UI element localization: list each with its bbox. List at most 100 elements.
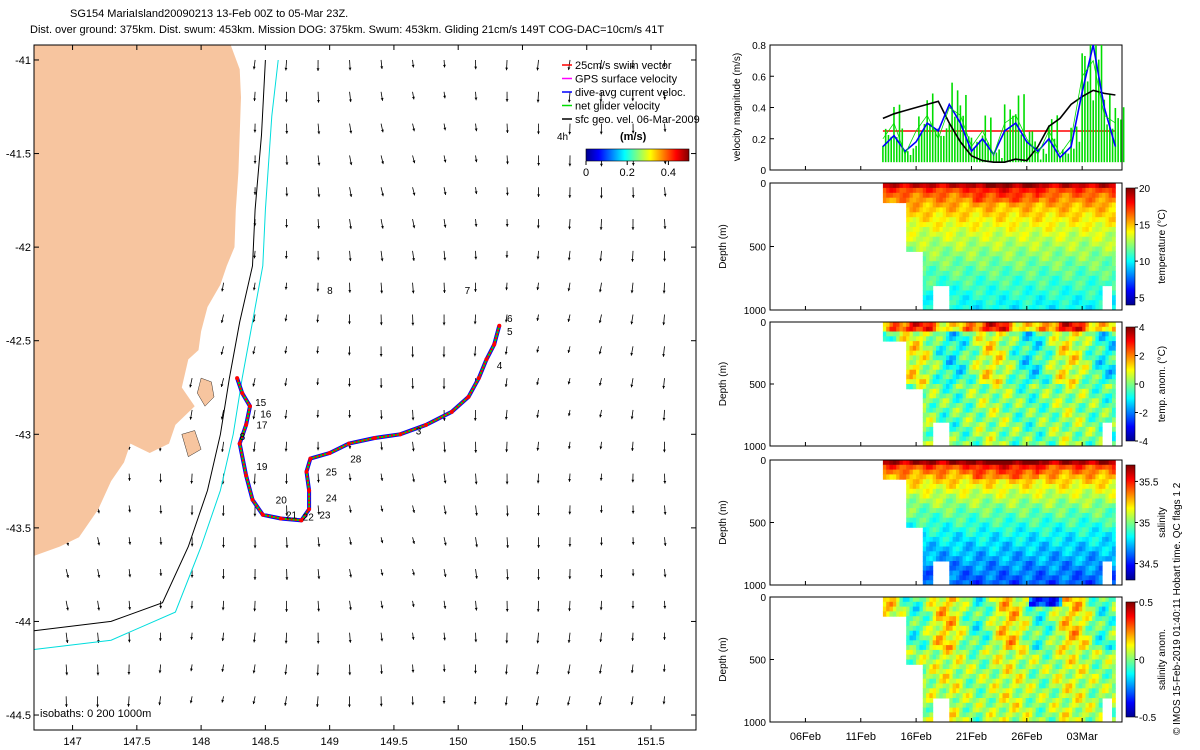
heatmap-cell bbox=[1015, 285, 1020, 291]
heatmap-cell bbox=[1005, 300, 1010, 306]
heatmap-cell bbox=[1039, 426, 1043, 433]
heatmap-cell bbox=[1085, 345, 1090, 352]
vector-arrow-head bbox=[221, 576, 225, 579]
heatmap-cell bbox=[1035, 398, 1040, 404]
heatmap-cell bbox=[926, 484, 930, 490]
heatmap-cell bbox=[992, 217, 997, 223]
heatmap-cell bbox=[1082, 270, 1086, 277]
heatmap-cell bbox=[916, 379, 920, 385]
heatmap-cell bbox=[1058, 322, 1063, 328]
heatmap-cell bbox=[969, 436, 973, 442]
heatmap-cell bbox=[995, 522, 1000, 528]
heatmap-cell bbox=[949, 403, 954, 409]
heatmap-cell bbox=[962, 570, 967, 576]
heatmap-cell bbox=[1025, 355, 1030, 361]
heatmap-cell bbox=[956, 202, 960, 208]
heatmap-cell bbox=[982, 300, 987, 306]
heatmap-cell bbox=[995, 431, 1000, 437]
heatmap-cell bbox=[1098, 388, 1103, 395]
heatmap-cell bbox=[1005, 350, 1010, 356]
heatmap-cell bbox=[1005, 369, 1010, 375]
vector-arrow-head bbox=[567, 257, 571, 261]
heatmap-cell bbox=[1039, 379, 1043, 385]
heatmap-cell bbox=[999, 236, 1003, 243]
heatmap-cell bbox=[1009, 379, 1013, 385]
heatmap-cell bbox=[1042, 355, 1047, 361]
heatmap-cell bbox=[1005, 183, 1010, 189]
vector-arrow-head bbox=[505, 287, 509, 291]
heatmap-cell bbox=[1105, 217, 1110, 223]
heatmap-cell bbox=[952, 270, 957, 277]
vector-arrow-head bbox=[253, 513, 257, 517]
heatmap-cell bbox=[975, 251, 980, 257]
heatmap-cell bbox=[932, 350, 937, 356]
heatmap-cell bbox=[999, 222, 1003, 228]
heatmap-cell bbox=[1009, 285, 1013, 291]
heatmap-cell bbox=[952, 388, 957, 395]
heatmap-cell bbox=[889, 331, 894, 337]
heatmap-cell bbox=[946, 464, 950, 471]
heatmap-cell bbox=[1019, 270, 1023, 277]
heatmap-cell bbox=[989, 285, 993, 291]
heatmap-cell bbox=[1029, 403, 1033, 409]
heatmap-cell bbox=[979, 398, 983, 404]
heatmap-cell bbox=[912, 488, 917, 495]
heatmap-cell bbox=[1058, 369, 1063, 375]
heatmap-cell bbox=[1068, 207, 1073, 213]
heatmap-cell bbox=[1112, 192, 1116, 199]
vector-arrow-head bbox=[474, 191, 478, 195]
heatmap-cell bbox=[982, 393, 987, 399]
vector-arrow-head bbox=[96, 672, 100, 676]
heatmap-cell bbox=[946, 407, 950, 414]
vector-arrow-head bbox=[568, 195, 572, 198]
heatmap-cell bbox=[952, 187, 957, 194]
heatmap-cell bbox=[926, 441, 930, 447]
heatmap-cell bbox=[1092, 295, 1096, 301]
heatmap-cell bbox=[1092, 290, 1096, 296]
heatmap-cell bbox=[952, 231, 957, 238]
heatmap-cell bbox=[995, 517, 1000, 523]
heatmap-cell bbox=[952, 207, 957, 213]
track-point bbox=[307, 507, 312, 512]
heatmap-cell bbox=[975, 522, 980, 528]
heatmap-cell bbox=[979, 374, 983, 380]
vector-arrow-head bbox=[536, 67, 540, 71]
heatmap-cell bbox=[959, 417, 964, 423]
heatmap-cell bbox=[989, 212, 993, 218]
heatmap-cell bbox=[965, 536, 970, 543]
heatmap-cell bbox=[956, 479, 960, 485]
colorbar-tick-label: 0.4 bbox=[661, 167, 676, 179]
heatmap-cell bbox=[1112, 187, 1116, 194]
heatmap-cell bbox=[929, 350, 934, 356]
heatmap-cell bbox=[972, 460, 977, 466]
heatmap-cell bbox=[1019, 417, 1023, 423]
heatmap-cell bbox=[975, 493, 980, 499]
heatmap-cell bbox=[1048, 305, 1053, 311]
heatmap-cell bbox=[959, 580, 964, 586]
heatmap-cell bbox=[1035, 388, 1040, 395]
heatmap-cell bbox=[972, 355, 977, 361]
heatmap-cell bbox=[949, 207, 954, 213]
heatmap-cell bbox=[1065, 231, 1070, 238]
heatmap-cell bbox=[969, 393, 973, 399]
heatmap-cell bbox=[1052, 207, 1057, 213]
heatmap-cell bbox=[1012, 393, 1017, 399]
heatmap-cell bbox=[916, 503, 920, 509]
heatmap-cell bbox=[949, 379, 954, 385]
heatmap-cell bbox=[922, 266, 927, 272]
heatmap-cell bbox=[949, 464, 954, 471]
heatmap-cell bbox=[962, 305, 967, 311]
heatmap-cell bbox=[1005, 393, 1010, 399]
heatmap-cell bbox=[936, 403, 940, 409]
heatmap-cell bbox=[979, 331, 983, 337]
heatmap-cell bbox=[1068, 290, 1073, 296]
heatmap-cell bbox=[936, 517, 940, 523]
heatmap-cell bbox=[959, 326, 964, 333]
heatmap-cell bbox=[1068, 341, 1073, 347]
heatmap-cell bbox=[956, 551, 960, 557]
heatmap-cell bbox=[1039, 227, 1043, 233]
heatmap-cell bbox=[1045, 197, 1050, 204]
heatmap-cell bbox=[1112, 350, 1116, 356]
heatmap-cell bbox=[1072, 322, 1076, 328]
heatmap-cell bbox=[956, 300, 960, 306]
